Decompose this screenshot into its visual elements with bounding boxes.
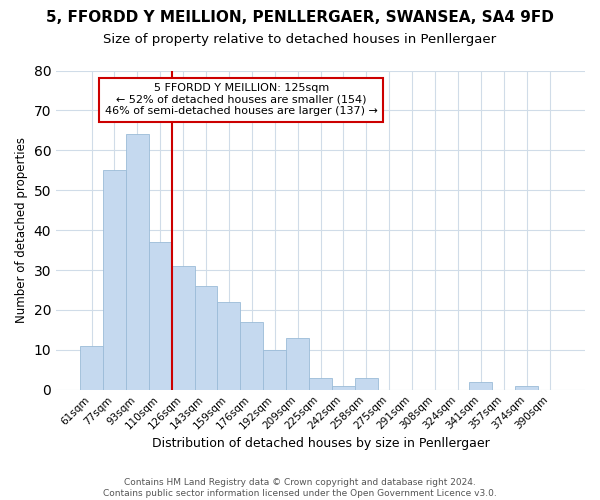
Y-axis label: Number of detached properties: Number of detached properties bbox=[15, 137, 28, 323]
Bar bbox=[469, 382, 492, 390]
Bar bbox=[194, 286, 217, 390]
Bar bbox=[332, 386, 355, 390]
Bar bbox=[126, 134, 149, 390]
Bar bbox=[103, 170, 126, 390]
Bar bbox=[80, 346, 103, 390]
Bar bbox=[515, 386, 538, 390]
Bar bbox=[149, 242, 172, 390]
Bar bbox=[241, 322, 263, 390]
Bar bbox=[286, 338, 309, 390]
Text: Size of property relative to detached houses in Penllergaer: Size of property relative to detached ho… bbox=[103, 32, 497, 46]
Text: 5 FFORDD Y MEILLION: 125sqm
← 52% of detached houses are smaller (154)
46% of se: 5 FFORDD Y MEILLION: 125sqm ← 52% of det… bbox=[105, 84, 377, 116]
Bar bbox=[217, 302, 241, 390]
Text: 5, FFORDD Y MEILLION, PENLLERGAER, SWANSEA, SA4 9FD: 5, FFORDD Y MEILLION, PENLLERGAER, SWANS… bbox=[46, 10, 554, 25]
Text: Contains HM Land Registry data © Crown copyright and database right 2024.
Contai: Contains HM Land Registry data © Crown c… bbox=[103, 478, 497, 498]
Bar bbox=[263, 350, 286, 390]
Bar bbox=[172, 266, 194, 390]
Bar bbox=[355, 378, 378, 390]
Bar bbox=[309, 378, 332, 390]
X-axis label: Distribution of detached houses by size in Penllergaer: Distribution of detached houses by size … bbox=[152, 437, 490, 450]
